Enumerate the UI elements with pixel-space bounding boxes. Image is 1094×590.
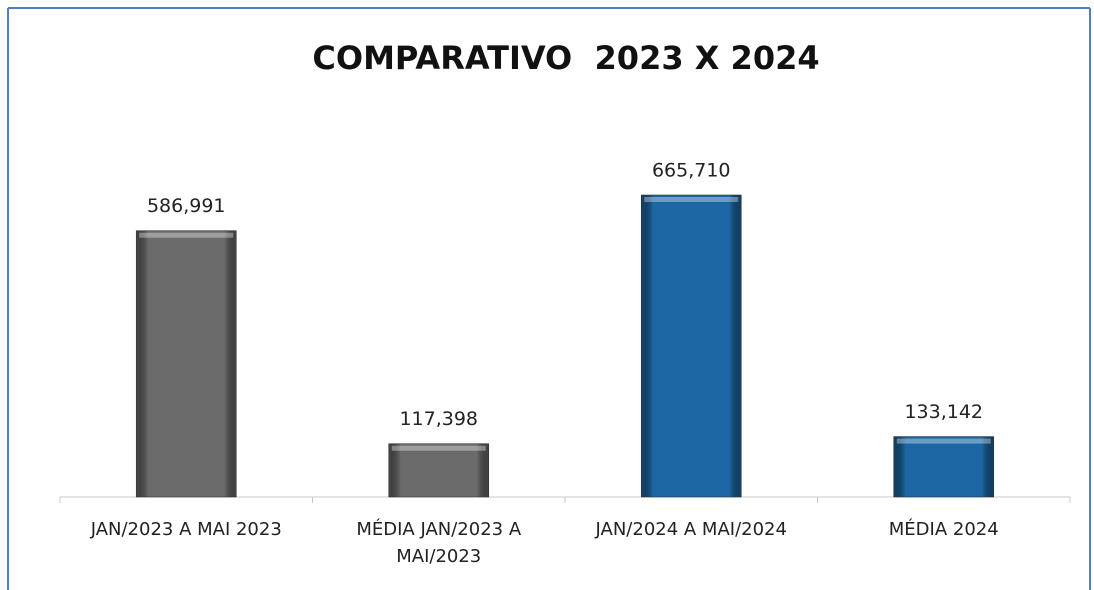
bar [135,230,237,498]
bar-highlight [139,232,234,238]
bar-highlight [391,445,486,451]
x-tick-label: MÉDIA 2024 [888,519,999,540]
x-tick-label: MÉDIA JAN/2023 A MAI/2023 [356,519,522,567]
bar-highlight [896,438,991,444]
chart-title: COMPARATIVO 2023 X 2024 [312,39,819,77]
x-tick-label: JAN/2024 A MAI/2024 [595,519,787,540]
data-label: 665,710 [652,160,731,182]
x-tick-label: JAN/2023 A MAI 2023 [90,519,282,540]
data-label: 586,991 [147,195,226,217]
bar [388,443,490,498]
data-label: 117,398 [399,408,478,430]
data-label: 133,142 [904,401,983,423]
bar [893,436,995,498]
bar [640,194,742,498]
bar-highlight [644,197,739,202]
